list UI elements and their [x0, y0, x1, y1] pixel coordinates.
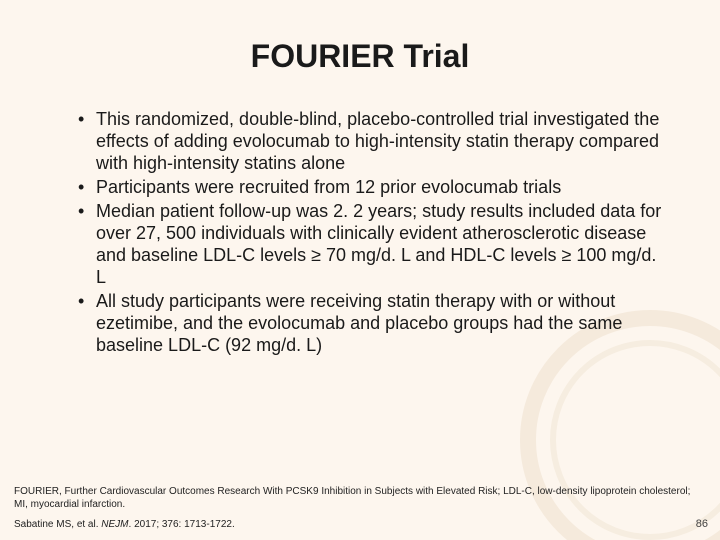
- bullet-item: All study participants were receiving st…: [78, 291, 670, 357]
- slide-title: FOURIER Trial: [50, 38, 670, 75]
- citation: Sabatine MS, et al. NEJM. 2017; 376: 171…: [14, 519, 706, 530]
- citation-journal: NEJM: [101, 519, 128, 530]
- page-number: 86: [696, 518, 708, 530]
- bullet-item: This randomized, double-blind, placebo-c…: [78, 109, 670, 175]
- bullet-item: Median patient follow-up was 2. 2 years;…: [78, 201, 670, 289]
- citation-suffix: . 2017; 376: 1713-1722.: [129, 519, 235, 530]
- abbreviations-note: FOURIER, Further Cardiovascular Outcomes…: [14, 485, 706, 511]
- citation-prefix: Sabatine MS, et al.: [14, 519, 101, 530]
- bullet-list: This randomized, double-blind, placebo-c…: [50, 109, 670, 356]
- bullet-item: Participants were recruited from 12 prio…: [78, 177, 670, 199]
- footer: FOURIER, Further Cardiovascular Outcomes…: [14, 485, 706, 530]
- slide-container: FOURIER Trial This randomized, double-bl…: [0, 0, 720, 540]
